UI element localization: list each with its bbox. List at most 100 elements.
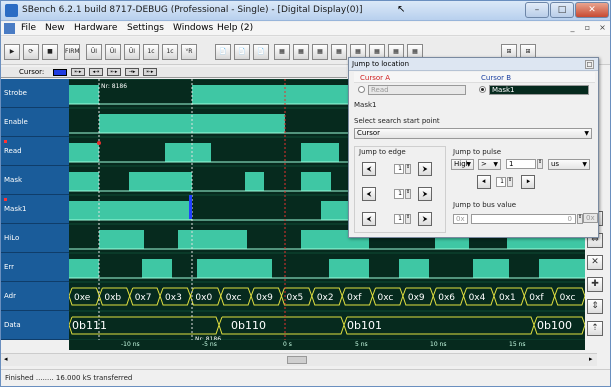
maximize-button[interactable]: □ [550,2,574,18]
dialog-close-button[interactable]: □ [585,60,594,69]
edge-rise-left-button[interactable]: ⮜ [362,162,376,176]
adr-bus-segment [220,287,252,306]
signal-row-enable[interactable]: Enable [1,108,69,137]
edge-rise-right-button[interactable]: ⮞ [418,162,432,176]
cursor-a-radio[interactable] [358,86,365,93]
edge-count-3[interactable]: 1 [394,214,404,224]
data-bus-segment [218,316,345,335]
toolbar-button-4[interactable]: FIRMW TRIG [64,44,80,60]
toolbar-button-17[interactable]: ▦ [331,44,347,60]
mdi-minimize-button[interactable]: _ [570,23,575,32]
side-tool-button-5[interactable]: ⇕ [587,299,603,314]
menu-file[interactable]: File [21,23,37,33]
toolbar-button-6[interactable]: ÛI [105,44,121,60]
toolbar-button-14[interactable]: ▦ [274,44,290,60]
start-point-select[interactable]: Cursor ▼ [354,128,592,139]
cursor-b-radio[interactable] [479,86,486,93]
cursor-label: Cursor: [19,68,45,76]
minimize-button[interactable]: – [525,2,549,18]
cursor-btn-3[interactable]: ⇤▸ [107,68,121,76]
signal-name: Read [4,147,22,155]
bus-value-spin[interactable]: ⇕ [577,214,583,224]
edge-count-1[interactable]: 1 [394,164,404,174]
time-tick-label: 15 ns [509,341,526,348]
high-level-segment [69,259,99,278]
mdi-restore-button[interactable]: ▫ [584,23,591,32]
toolbar-button-7[interactable]: ÛI [124,44,140,60]
toolbar-button-19[interactable]: ▦ [369,44,385,60]
signal-row-data[interactable]: Data [1,311,69,340]
side-tool-button-3[interactable]: ✕ [587,255,603,270]
dialog-title[interactable]: Jump to location [349,58,598,71]
pulse-unit-select[interactable]: us ▼ [548,159,590,170]
signal-row-mask1[interactable]: Mask1 [1,195,69,224]
cursor-btn-5[interactable]: ⇤▸ [143,68,157,76]
adr-bus-value: 0x7 [135,293,152,303]
toolbar-button-8[interactable]: 1ᴄ [143,44,159,60]
signal-row-strobe[interactable]: Strobe [1,79,69,108]
adr-bus-segment [159,287,191,306]
signal-row-hilo[interactable]: HiLo [1,224,69,253]
mouse-cursor-icon: ↖ [397,4,406,15]
status-text: Finished ........ 16.000 kS transferred [5,374,133,382]
toolbar-button-5[interactable]: ÛI [86,44,102,60]
toolbar-button-9[interactable]: 1ᴄ [162,44,178,60]
pulse-next-button[interactable]: ⯈ [521,175,535,189]
toolbar-button-12[interactable]: 📄 [234,44,250,60]
adr-bus-segment [523,287,556,306]
signal-row-mask[interactable]: Mask [1,166,69,195]
edge-spin-2[interactable]: ⇕ [405,189,411,199]
pulse-count-field[interactable]: 1 [496,177,506,187]
toolbar-button-16[interactable]: ▦ [312,44,328,60]
pulse-width-field[interactable]: 1 [506,159,536,169]
menu-new[interactable]: New [45,23,65,33]
menu-settings[interactable]: Settings [127,23,164,33]
side-tool-button-6[interactable]: ⇡ [587,321,603,336]
high-level-segment [329,259,369,278]
pulse-count-spin[interactable]: ⇕ [507,177,513,187]
signal-row-adr[interactable]: Adr [1,282,69,311]
toolbar-button-15[interactable]: ▦ [293,44,309,60]
cursor-b-field[interactable]: Mask1 [489,85,589,95]
cursor-btn-2[interactable]: ◂⇥ [89,68,103,76]
side-tool-button-4[interactable]: ✚ [587,277,603,292]
scroll-right-icon[interactable]: ▸ [589,355,593,363]
scroll-thumb[interactable] [287,356,307,364]
signal-row-read[interactable]: Read [1,137,69,166]
bus-value-field[interactable]: 0 [471,214,576,224]
edge-fall-left-button[interactable]: ⮜ [362,187,376,201]
edge-any-right-button[interactable]: ⮞ [418,212,432,226]
bus-go-button[interactable]: 0x [583,213,598,223]
title-bar[interactable]: SBench 6.2.1 build 8717-DEBUG (Professio… [1,1,610,21]
menu-help[interactable]: Help (2) [217,23,254,33]
cursor-a-field[interactable]: Read [368,85,466,95]
edge-fall-right-button[interactable]: ⮞ [418,187,432,201]
toolbar-button-10[interactable]: ⱽR [181,44,197,60]
scroll-left-icon[interactable]: ◂ [4,355,8,363]
close-button[interactable]: ✕ [575,2,609,18]
toolbar-button-13[interactable]: 📄 [253,44,269,60]
toolbar-button-22[interactable]: ⊞ [501,44,517,60]
toolbar-button-3[interactable]: ■ [42,44,58,60]
pulse-width-spin[interactable]: ⇕ [537,159,543,169]
menu-windows[interactable]: Windows [173,23,214,33]
signal-row-err[interactable]: Err [1,253,69,282]
toolbar-button-2[interactable]: ⟳ [23,44,39,60]
horizontal-scrollbar[interactable]: ◂ ▸ [1,353,597,366]
menu-hardware[interactable]: Hardware [74,23,118,33]
edge-spin-1[interactable]: ⇕ [405,164,411,174]
window-title: SBench 6.2.1 build 8717-DEBUG (Professio… [22,5,363,15]
toolbar-button-1[interactable]: ▶ [4,44,20,60]
toolbar-button-11[interactable]: 📄 [215,44,231,60]
pulse-prev-button[interactable]: ⯇ [477,175,491,189]
pulse-level-select[interactable]: High ▼ [451,159,474,170]
high-level-segment [473,259,509,278]
edge-count-2[interactable]: 1 [394,189,404,199]
pulse-compare-select[interactable]: > ▼ [478,159,501,170]
edge-any-left-button[interactable]: ⮜ [362,212,376,226]
cursor-btn-1[interactable]: ⇤▸ [71,68,85,76]
mdi-close-button[interactable]: × [599,23,606,32]
cursor-btn-4[interactable]: ⇥▸ [125,68,139,76]
edge-spin-3[interactable]: ⇕ [405,214,411,224]
cursor-color-swatch[interactable] [53,69,67,76]
